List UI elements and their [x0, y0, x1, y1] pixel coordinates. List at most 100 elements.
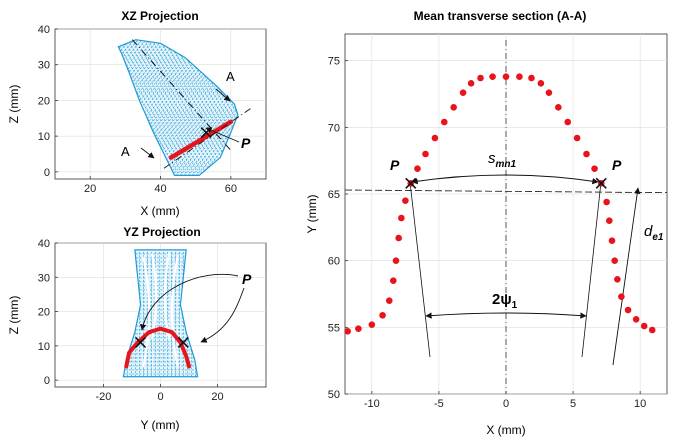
section-label-psi: 2ψ1: [492, 291, 518, 311]
section-profile-point: [573, 134, 581, 142]
section-profile-point: [516, 73, 523, 80]
section-label-s-base: s: [488, 150, 496, 167]
yz-mesh-hatch: [123, 249, 198, 377]
section-profile-point: [344, 328, 351, 335]
panel-xz-ylabel: Z (mm): [7, 85, 21, 124]
section-profile-point: [564, 118, 572, 126]
xz-xtick-label: 60: [225, 183, 237, 195]
yz-mesh-rib: [170, 256, 179, 367]
panel-yz-mesh: [122, 249, 199, 378]
xz-mesh-hatch-line: [118, 39, 238, 176]
section-normal-left: [409, 181, 431, 358]
xz-ytick-label: 30: [38, 60, 50, 72]
xz-mesh-hatch-line: [118, 39, 238, 176]
section-profile-point: [392, 257, 400, 264]
section-profile-point: [624, 306, 632, 314]
yz-red-curve: [124, 326, 192, 369]
panel-xz-title: XZ Projection: [121, 9, 198, 23]
yz-ytick-label: 10: [38, 341, 50, 353]
xz-mesh-hatch-line: [118, 39, 238, 176]
sec-ytick-label: 75: [328, 56, 340, 68]
xz-mesh-hatch-line: [118, 39, 238, 176]
section-arc-s: [411, 174, 599, 185]
yz-ytick-label: 40: [38, 238, 50, 250]
section-chord-line: [344, 189, 668, 194]
section-depth-arrow: [612, 187, 641, 366]
sec-ytick-label: 60: [328, 256, 340, 268]
xz-ytick-label: 20: [38, 95, 50, 107]
yz-xtick-label: 0: [157, 391, 163, 403]
panel-xz-label-a-lower: A: [121, 144, 130, 159]
xz-red-segment: [168, 119, 234, 160]
xz-section-line: [131, 39, 232, 151]
section-profile-point: [467, 80, 475, 87]
xz-mesh-hatch-line: [118, 39, 238, 176]
section-profile-point: [385, 297, 393, 304]
panel-xz-a-arrow-lower: [140, 147, 155, 159]
xz-mesh-hatch-line: [0, 0, 2, 215]
panel-xz-a-arrow-upper: [215, 88, 231, 102]
yz-xtick-label: 20: [211, 391, 223, 403]
section-profile-point: [379, 312, 386, 319]
section-profile-point: [648, 326, 656, 334]
sec-xtick-label: -10: [364, 398, 380, 410]
xz-mesh-hatch-line: [118, 39, 238, 176]
section-profile-point: [477, 74, 484, 82]
panel-yz-p-arrow-left: [140, 273, 239, 331]
yz-point-p: [134, 336, 147, 348]
xz-ytick-label: 10: [38, 131, 50, 143]
panel-yz: -20 0 20 0 10 20 30 40 YZ Projection Y (mm) Z (…: [7, 225, 267, 432]
panel-xz-label-p: P: [241, 135, 251, 151]
section-profile-point: [402, 197, 409, 204]
section-point-p: [405, 177, 417, 189]
section-profile-point: [489, 73, 496, 80]
xz-mesh-hatch-line: [118, 39, 238, 176]
xz-mesh-hatch-line: [118, 39, 238, 176]
xz-xtick-label: 40: [154, 183, 166, 195]
section-profile-point: [591, 165, 598, 172]
xz-mesh-hatch-line: [0, 0, 6, 215]
section-profile-point: [606, 217, 613, 224]
section-profile-point: [537, 80, 545, 87]
xz-mesh-hatch-line: [123, 39, 238, 176]
panel-section: -10 -5 0 5 10 50 55 60 65 70 75 Mean transverse se…: [305, 9, 668, 437]
panel-section-title: Mean transverse section (A-A): [414, 9, 587, 23]
section-profile-point: [608, 237, 616, 244]
section-profile-point: [618, 293, 625, 300]
yz-ytick-label: 30: [38, 272, 50, 284]
section-profile-point: [414, 165, 421, 172]
section-profile-point: [431, 134, 439, 142]
section-label-psi-sub: 1: [512, 300, 518, 311]
section-profile-point: [450, 104, 457, 111]
xz-mesh-hatch-line: [118, 39, 238, 176]
sec-ytick-label: 65: [328, 189, 340, 201]
section-label-p-right: P: [612, 157, 622, 173]
xz-ytick-label: 40: [38, 24, 50, 36]
section-normal-right: [581, 181, 602, 358]
section-profile-point: [603, 198, 610, 206]
xz-mesh-hatch-line: [135, 39, 238, 176]
section-label-s-sub: mn1: [496, 159, 517, 170]
panel-section-construction-lines: [409, 40, 641, 394]
section-profile-point: [502, 73, 510, 80]
section-label-d: de1: [644, 223, 664, 243]
section-profile-point: [395, 234, 402, 242]
panel-yz-label-p: P: [242, 271, 252, 287]
panel-yz-marks: [124, 326, 192, 369]
sec-ytick-label: 70: [328, 122, 340, 134]
panel-section-xlabel: X (mm): [486, 423, 525, 437]
xz-mesh-hatch-line: [0, 0, 1, 215]
xz-mesh-hatch-line: [118, 39, 238, 176]
section-label-psi-base: 2ψ: [492, 291, 512, 308]
yz-ytick-label: 20: [38, 307, 50, 319]
section-profile-point: [355, 325, 362, 332]
panel-xz-xlabel: X (mm): [140, 204, 179, 218]
xz-mesh-hatch-line: [127, 39, 238, 176]
xz-cut-line: [163, 107, 253, 169]
panel-xz: 20 40 60 0 10 20 30 40 XZ Projection X (mm) Z (…: [0, 0, 267, 218]
xz-mesh-hatch-line: [0, 0, 5, 215]
sec-xtick-label: 10: [634, 398, 646, 410]
section-arc-psi: [425, 312, 587, 319]
sec-xtick-label: -5: [434, 398, 444, 410]
panel-yz-ticks: -20 0 20 0 10 20 30 40: [38, 238, 224, 403]
